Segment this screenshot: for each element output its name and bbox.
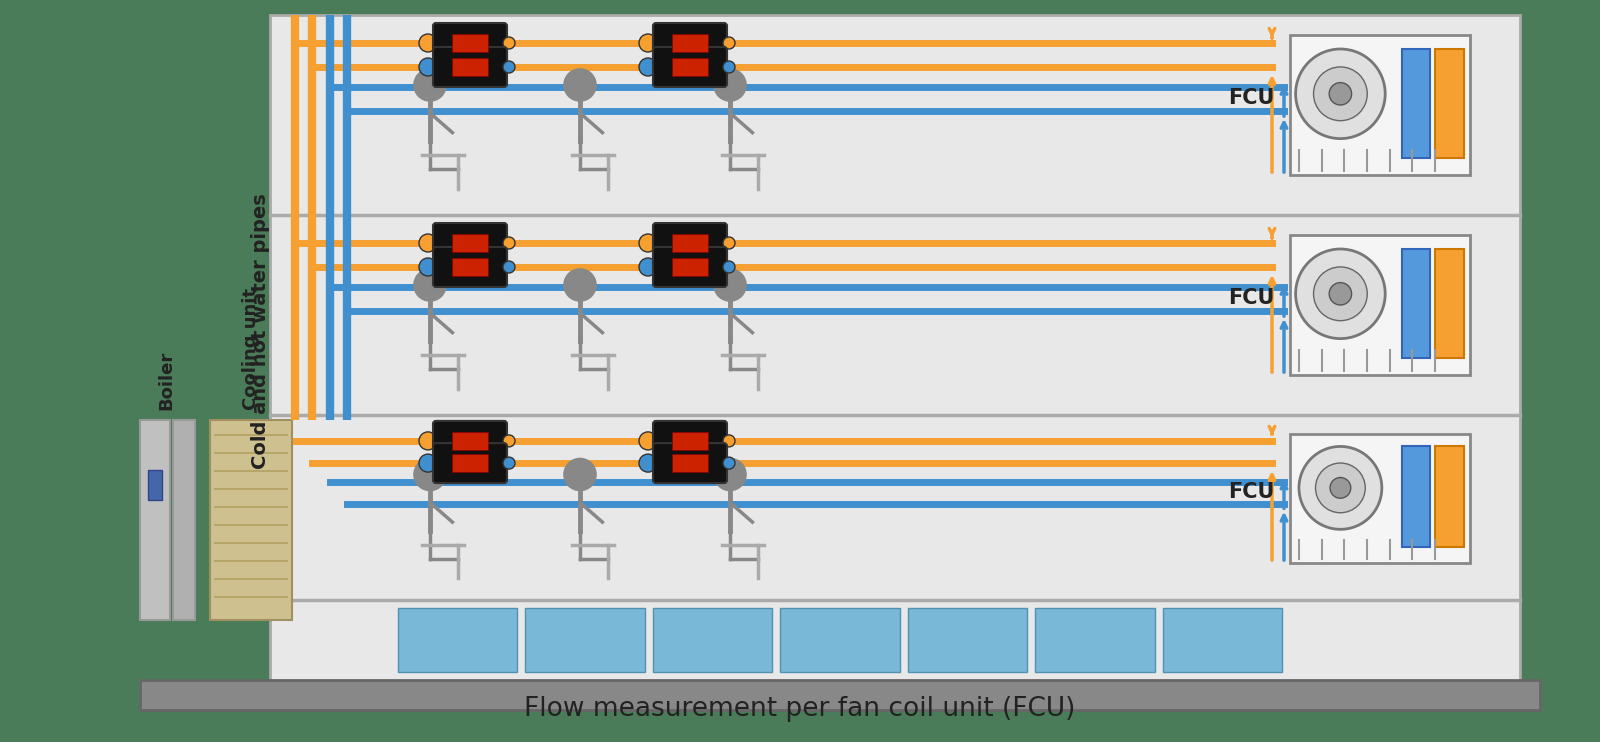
Circle shape [1314,67,1368,121]
Circle shape [413,458,446,491]
Text: Boiler: Boiler [157,351,174,410]
Circle shape [1315,463,1365,513]
Circle shape [1314,267,1368,321]
Circle shape [502,435,515,447]
Circle shape [563,458,597,491]
Circle shape [502,237,515,249]
Bar [173,420,195,620]
Circle shape [638,58,658,76]
Bar [672,234,707,252]
FancyBboxPatch shape [653,47,726,87]
Circle shape [723,457,734,469]
FancyBboxPatch shape [653,443,726,483]
Circle shape [419,234,437,252]
Text: FCU: FCU [1229,288,1275,308]
Bar [672,454,707,472]
Bar [210,420,291,620]
Circle shape [723,61,734,73]
FancyBboxPatch shape [434,223,507,263]
Circle shape [723,37,734,49]
Text: Cooling unit: Cooling unit [242,288,259,410]
Bar [398,608,517,672]
Circle shape [563,268,597,302]
FancyBboxPatch shape [434,421,507,461]
FancyBboxPatch shape [434,47,507,87]
Bar [1290,35,1470,175]
Text: FCU: FCU [1229,482,1275,502]
Bar [1402,249,1430,358]
FancyBboxPatch shape [434,23,507,63]
Circle shape [638,258,658,276]
Bar [1435,249,1464,358]
Circle shape [502,261,515,273]
Bar [781,608,899,672]
Circle shape [1330,82,1352,105]
Text: Cold and hot water pipes: Cold and hot water pipes [251,193,269,469]
Circle shape [723,261,734,273]
Bar [1290,235,1470,375]
Bar [653,608,773,672]
Text: FCU: FCU [1229,88,1275,108]
Bar [1435,447,1464,548]
Bar [672,432,707,450]
Circle shape [502,61,515,73]
Circle shape [419,432,437,450]
Bar [453,34,488,52]
Circle shape [1330,478,1350,498]
Circle shape [714,458,747,491]
FancyBboxPatch shape [434,247,507,287]
Circle shape [638,34,658,52]
Circle shape [502,457,515,469]
Circle shape [563,68,597,102]
Bar [1035,608,1155,672]
Bar [672,258,707,276]
Bar [453,432,488,450]
Circle shape [502,37,515,49]
Circle shape [638,454,658,472]
Bar [141,680,1539,710]
Circle shape [419,454,437,472]
Circle shape [419,34,437,52]
Bar [147,470,162,500]
Circle shape [723,435,734,447]
Text: Flow measurement per fan coil unit (FCU): Flow measurement per fan coil unit (FCU) [525,696,1075,722]
Bar [1435,49,1464,158]
Bar [1402,49,1430,158]
Circle shape [1299,447,1382,529]
Bar [453,454,488,472]
Bar [1402,447,1430,548]
Bar [453,258,488,276]
Circle shape [419,258,437,276]
Circle shape [1296,249,1386,338]
Bar [525,608,645,672]
Bar [1163,608,1282,672]
Circle shape [638,234,658,252]
FancyBboxPatch shape [653,247,726,287]
Circle shape [413,268,446,302]
Bar [907,608,1027,672]
Circle shape [714,68,747,102]
Bar [672,58,707,76]
Circle shape [413,68,446,102]
Circle shape [714,268,747,302]
Circle shape [638,432,658,450]
Circle shape [1330,283,1352,305]
FancyBboxPatch shape [434,443,507,483]
Circle shape [419,58,437,76]
Circle shape [1296,49,1386,139]
Bar [141,420,170,620]
FancyBboxPatch shape [653,23,726,63]
FancyBboxPatch shape [653,223,726,263]
FancyBboxPatch shape [653,421,726,461]
Bar [1290,433,1470,563]
Bar [453,58,488,76]
Bar [270,15,1520,705]
Bar [453,234,488,252]
Circle shape [723,237,734,249]
Bar [672,34,707,52]
